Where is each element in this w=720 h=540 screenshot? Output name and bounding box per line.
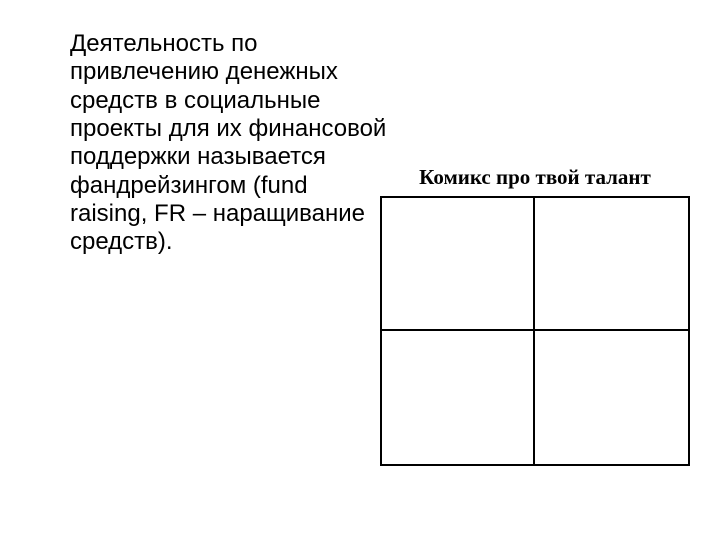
- slide-page: Деятельность по привлечению денежных сре…: [0, 0, 720, 540]
- comic-title: Комикс про твой талант: [380, 165, 690, 190]
- comic-cell-4: [535, 331, 688, 464]
- comic-block: Комикс про твой талант: [380, 165, 690, 466]
- comic-cell-2: [535, 198, 688, 331]
- comic-grid: [380, 196, 690, 466]
- comic-cell-3: [382, 331, 535, 464]
- comic-cell-1: [382, 198, 535, 331]
- definition-paragraph: Деятельность по привлечению денежных сре…: [70, 30, 390, 257]
